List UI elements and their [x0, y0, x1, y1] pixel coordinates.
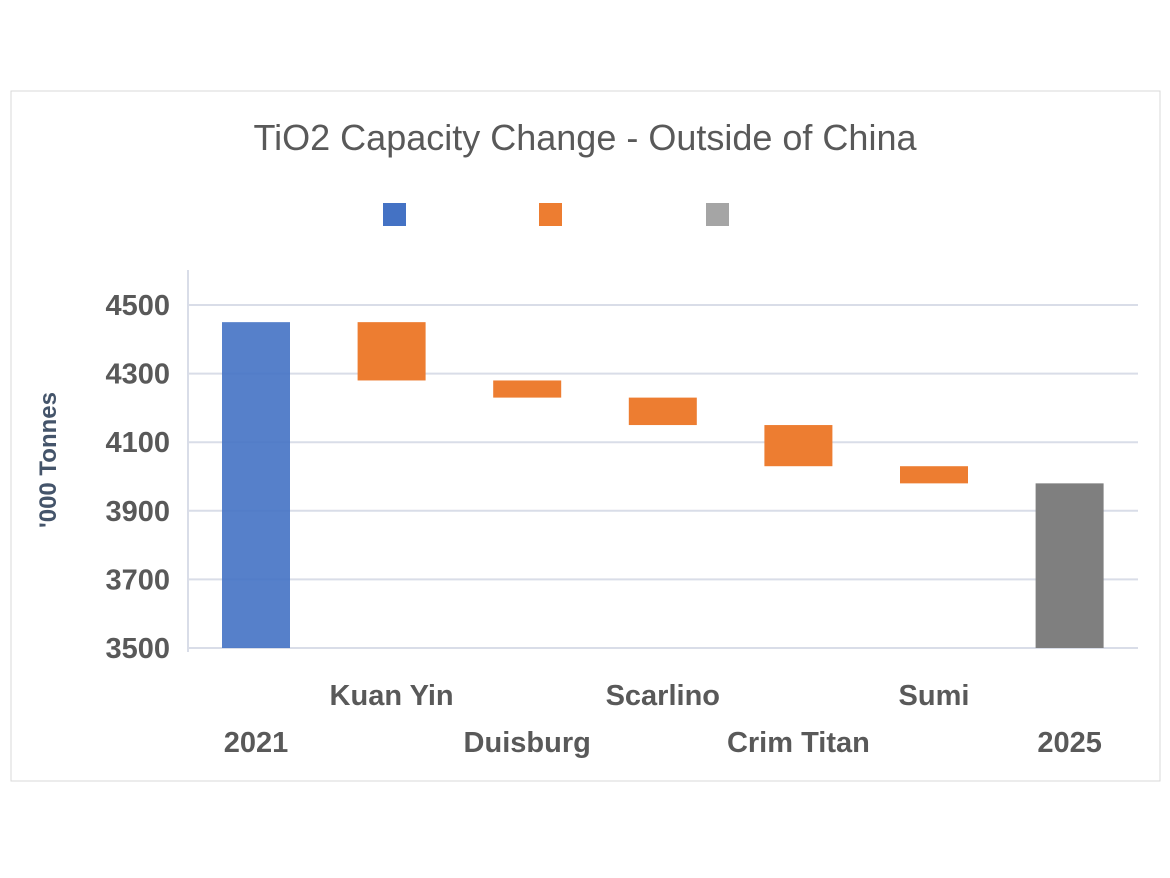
gridlines — [188, 304, 1138, 649]
y-tick-label: 3900 — [105, 496, 170, 528]
legend-swatch — [706, 203, 729, 226]
legend — [383, 203, 729, 226]
y-axis-label: '000 Tonnes — [35, 392, 62, 528]
bar-crim-titan — [764, 425, 833, 467]
chart-frame — [10, 90, 1161, 782]
legend-swatch — [383, 203, 406, 226]
x-tick-label: Scarlino — [606, 680, 720, 712]
x-tick-label: Kuan Yin — [330, 680, 454, 712]
bar-sumi — [900, 466, 968, 484]
bar-kuan-yin — [357, 322, 426, 381]
x-tick-label: Crim Titan — [727, 727, 870, 759]
y-tick-label: 4500 — [105, 290, 170, 322]
bar-scarlino — [628, 397, 697, 426]
y-tick-label: 4300 — [105, 359, 170, 391]
x-tick-label: Duisburg — [464, 727, 591, 759]
legend-swatch — [539, 203, 562, 226]
x-tick-label: 2025 — [1037, 727, 1102, 759]
y-tick-label: 3500 — [105, 633, 170, 665]
bar-duisburg — [493, 380, 562, 398]
x-tick-label: 2021 — [224, 727, 289, 759]
y-tick-label: 3700 — [105, 564, 170, 596]
y-tick-labels: 3500 3700 3900 4100 4300 4500 — [105, 290, 170, 665]
y-tick-label: 4100 — [105, 427, 170, 459]
bar-2021 — [222, 322, 290, 648]
x-tick-label: Sumi — [899, 680, 970, 712]
bars — [222, 322, 1104, 648]
chart-title: TiO2 Capacity Change - Outside of China — [254, 117, 918, 158]
bar-2025 — [1035, 483, 1104, 648]
